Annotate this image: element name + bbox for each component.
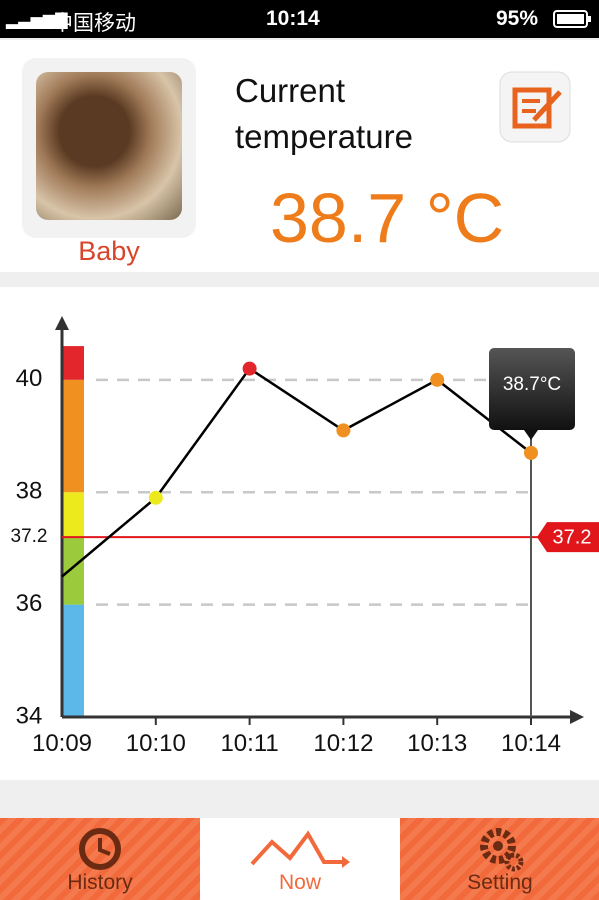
data-point [524,445,538,460]
tab-bar: History Now Setting [0,818,599,900]
data-point [242,361,257,376]
history-icon [79,828,121,870]
tooltip-label: 38.7°C [503,374,561,395]
avatar-photo[interactable] [36,72,182,220]
y-axis-arrow [55,316,69,330]
data-point [430,372,445,387]
data-point [336,423,351,438]
carrier: 中国移动 [52,12,136,35]
tab-history[interactable]: History [0,818,200,900]
threshold-tag [537,522,599,553]
y-tick-label: 36 [16,590,43,617]
zone-band [62,492,84,538]
x-tick-label: 10:09 [32,730,92,757]
reading-value: 38.7 °C [270,179,505,257]
x-tick-label: 10:13 [407,730,467,757]
temperature-chart: 34 36 37.2 38 40 10:09 10:10 10:11 10:12 10:13 10:… [11,316,599,757]
x-tick-label: 10:14 [501,730,561,757]
signal: ▂▃▅▆▇ [6,12,68,29]
battery-icon [553,10,591,28]
avatar-frame [22,58,196,238]
tooltip-box [489,348,575,430]
y-tick-label: 34 [16,702,43,729]
tab-now[interactable]: Now [200,818,400,900]
status-bar: ▂▃▅▆▇ 中国移动 10:14 95% [0,0,599,38]
y-tick-label: 38 [16,478,43,505]
chart-card: 34 36 37.2 38 40 10:09 10:10 10:11 10:12 10:13 10:… [0,287,599,780]
tab-label: History [67,871,133,894]
tooltip-pointer [524,430,538,440]
clock: 10:14 [266,7,320,30]
data-point [148,490,163,505]
setting-icon [480,828,524,872]
zone-band [62,346,84,380]
zone-band [62,537,84,605]
x-tick-label: 10:11 [220,730,278,757]
reading-label: Current temperature [235,72,413,155]
zone-band [62,604,84,717]
edit-button[interactable] [498,70,572,144]
data-line [61,366,532,578]
tab-label: Now [278,871,321,894]
tab-label: Setting [467,871,533,894]
threshold-label: 37.2 [553,526,592,548]
battery-level: 95% [496,7,539,30]
y-tick-label: 37.2 [11,526,48,547]
x-tick-label: 10:10 [126,730,186,757]
tab-setting[interactable]: Setting [400,818,599,900]
zone-band [62,379,84,493]
profile-name: Baby [78,236,140,266]
x-tick-label: 10:12 [313,730,373,757]
x-axis-arrow [570,710,584,724]
now-icon [250,830,350,868]
profile-header: Baby Current temperature 38.7 °C [0,40,599,272]
y-tick-label: 40 [16,365,43,392]
